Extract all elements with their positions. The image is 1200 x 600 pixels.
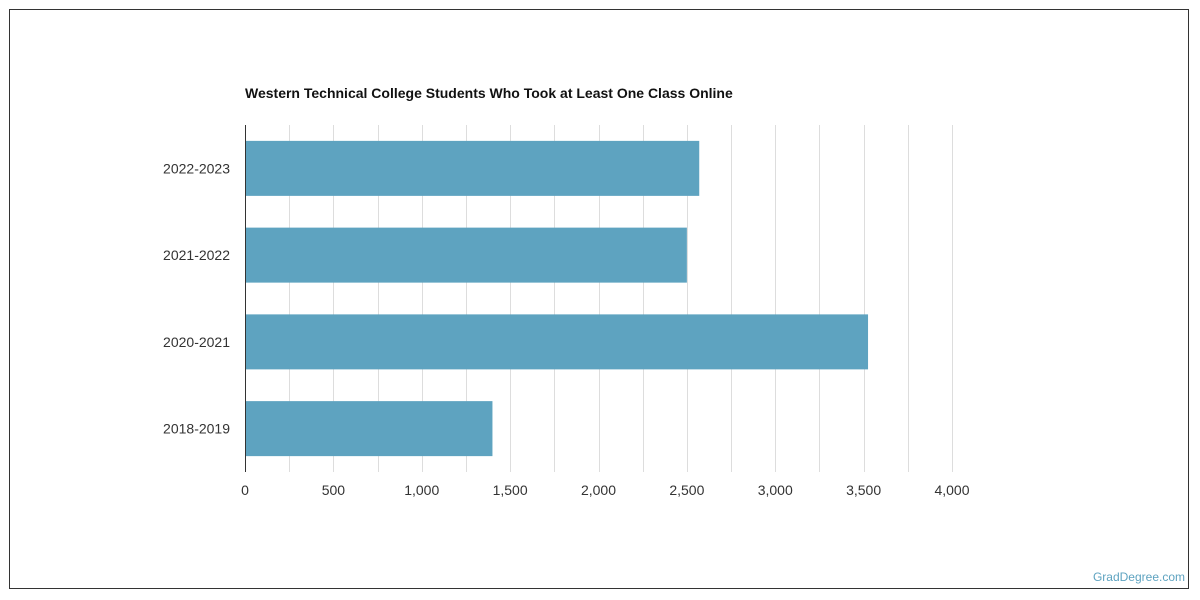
x-tick-label: 3,500	[846, 482, 881, 498]
bar-2021-2022	[245, 227, 687, 283]
chart-title: Western Technical College Students Who T…	[245, 85, 733, 101]
y-tick-label: 2020-2021	[163, 334, 230, 350]
bar-2020-2021	[245, 314, 869, 370]
y-tick-label: 2018-2019	[163, 421, 230, 437]
x-tick-label: 1,000	[404, 482, 439, 498]
x-tick-label: 2,500	[669, 482, 704, 498]
watermark-text: GradDegree.com	[1092, 570, 1185, 584]
bars	[245, 140, 869, 457]
y-tick-label: 2022-2023	[163, 160, 230, 176]
y-tick-labels: 2022-2023 2021-2022 2020-2021 2018-2019	[163, 160, 230, 436]
x-tick-label: 500	[322, 482, 346, 498]
y-tick-label: 2021-2022	[163, 247, 230, 263]
x-tick-labels: 0 500 1,000 1,500 2,000 2,500 3,000 3,500 4,000	[241, 482, 970, 498]
x-tick-label: 4,000	[934, 482, 969, 498]
x-tick-label: 0	[241, 482, 249, 498]
bar-2022-2023	[245, 140, 700, 196]
x-tick-label: 3,000	[758, 482, 793, 498]
x-tick-label: 2,000	[581, 482, 616, 498]
x-tick-label: 1,500	[493, 482, 528, 498]
bar-2018-2019	[245, 401, 493, 457]
